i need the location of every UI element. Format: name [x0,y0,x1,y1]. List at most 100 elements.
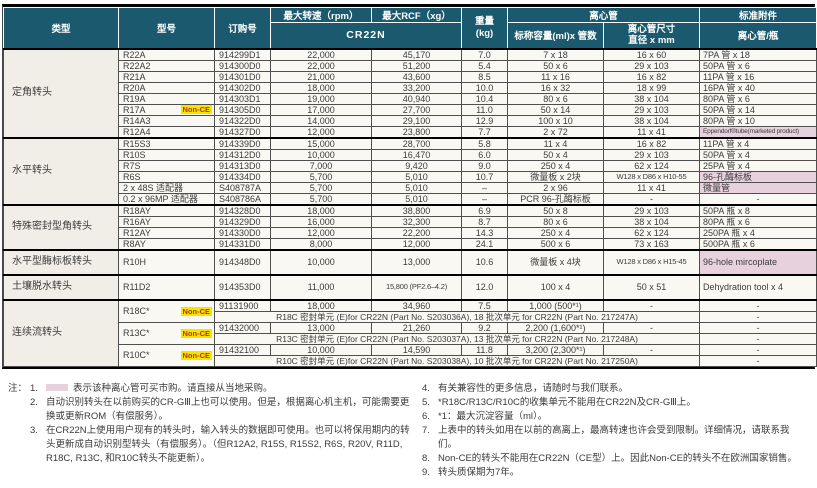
accessory-cell: 500PA 瓶 x 6 [699,237,817,250]
col-header-capacity: 标称容量(ml)x 管数 [507,22,604,49]
capacity-cell: 80 x 6 [507,215,604,228]
col-header-max-rcf: 最大RCF（xg） [371,7,462,23]
order-number-cell: 914339D0 [214,136,271,150]
table-row: R6S 914334D0 5,700 5,010 10.7 微量板 x 2块 W128 x … [4,170,817,183]
notes-label: 注： [8,382,28,394]
model-name: R10S [123,149,146,160]
table-row: 特殊密封型角转头 R18AY 914328D0 18,000 38,800 6.9 50 x… [3,203,817,250]
weight-cell: 12.9 [461,114,508,127]
max-speed-cell: 16,000 [270,215,372,228]
accessory-cell: 80PA 管 x 10 [699,114,817,127]
footnote-number: 1. [30,382,38,394]
accessory-cell: 7PA 管 x 18 [699,47,817,61]
footnote: 7. 上表中的转头如用在以前的高离上，最高转速也许会受到限制。详细情况，请联系我们… [422,424,807,452]
order-number-cell: 914299D1 [214,47,271,61]
model-name: R10C* [123,350,150,360]
model-row: R20A [123,83,212,92]
model-cell: R22A2 [118,59,215,72]
footnote: 9. 转头质保期为7年。 [422,466,807,480]
order-number-cell: 914303D1 [214,92,271,105]
model-cell: R16AY [118,215,215,228]
max-rcf-cell: 9,420 [371,159,462,172]
weight-cell: 12.0 [461,273,508,300]
max-rcf-cell: 5,010 [371,170,462,183]
model-cell: R10C* Non-CE [118,343,215,367]
capacity-cell: PCR 96-孔酶标板 [507,192,604,205]
model-cell: R12A4 [118,125,215,138]
order-number-cell: 914300D0 [214,59,271,72]
capacity-cell: 50 x 14 [507,103,604,116]
max-rcf-cell: 13,000 [371,248,462,275]
footnote-number: 3. [30,424,38,436]
model-row: R12AY [123,228,212,237]
max-speed-cell: 10,000 [270,343,372,356]
tube-size-cell: 73 x 163 [602,237,701,250]
max-rcf-cell: 5,010 [371,181,462,194]
capacity-cell: 2,200 (1,600*¹) [507,321,604,334]
accessory-cell: 96-孔酶标板 [699,170,817,183]
order-number-cell: 914353D0 [214,273,271,300]
table-row: R10C* Non-CE 91432100 10,000 14,590 11.8 3,200… [4,343,817,367]
model-cell: R10S [118,148,215,161]
model-name: R16AY [123,216,151,227]
footnote-text: 自动识别转头在以前购买的CR-GⅢ上也可以使用。但是，根据离心机主机，可能需要更… [46,396,410,422]
max-rcf-cell: 14,590 [371,343,462,356]
accessory-cell: - [699,343,817,356]
model-cell: 0.2 x 96MP 适配器 [118,192,215,205]
max-speed-cell: 18,000 [270,81,372,94]
capacity-cell: 3,200 (2,300*¹) [507,343,604,356]
accessory-cell: Eppendorf®tube(marketed product) [699,125,817,138]
model-name: R12A4 [123,126,151,137]
max-rcf-cell: 43,600 [371,70,462,83]
model-cell: R6S [118,170,215,183]
footnote: 6. *1：最大沉淀容量（ml）。 [422,410,807,424]
accessory-cell: - [699,321,817,334]
footnote: 1. 表示该种离心管可买市购。请直接从当地采购。 [30,382,416,396]
tube-size-cell: 38 x 104 [602,114,701,127]
accessory-cell: 25PA 管 x 4 [699,159,817,172]
model-cell: R18C* Non-CE [118,298,215,323]
model-cell: R21A [118,70,215,83]
accessory-cell: 50PA 管 x 4 [699,148,817,161]
weight-cell: 7.5 [461,298,508,312]
weight-cell: 9.0 [461,159,508,172]
max-speed-cell: 12,000 [270,226,372,239]
weight-cell: 7.0 [461,47,508,61]
tube-size-cell: 62 x 124 [602,159,701,172]
table-row: R13C* Non-CE 91432000 13,000 21,260 9.2 2,200 … [4,321,817,345]
weight-cell: 24.1 [461,237,508,250]
model-cell: R14A3 [118,114,215,127]
model-cell: R11D2 [118,273,215,300]
weight-cell: 8.5 [461,70,508,83]
model-row: R15S3 [123,139,212,148]
order-number-cell: 914331D0 [214,237,271,250]
model-row: R11D2 [123,282,212,292]
tube-size-cell: 29 x 103 [602,148,701,161]
seal-unit-cell: R18C 密封单元 (E)for CR22N (Part No. S203036… [213,310,701,323]
footnote-text: 转头质保期为7年。 [438,466,520,478]
capacity-cell: 100 x 4 [507,273,604,300]
table-row: 2 x 48S 适配器 S408787A 5,700 5,010–2 x 96 11 x… [4,181,817,194]
max-rcf-cell: 22,200 [371,226,462,239]
max-speed-cell: 18,000 [270,298,372,312]
table-row: R7S 914313D0 7,000 9,420 9.0 250 x 4 62 x 124 2… [4,159,817,172]
col-header-accessory: 离心管/瓶 [699,22,817,49]
model-name: 2 x 48S 适配器 [123,182,184,193]
non-ce-badge: Non-CE [180,306,212,316]
capacity-cell: 50 x 6 [507,59,604,72]
tube-size-cell: 29 x 103 [602,103,701,116]
col-header-max-speed: 最大转速（rpm） [270,7,372,23]
weight-cell: 5.8 [461,136,508,150]
footnote: 3. 在CR22N上使用用户现有的转头时，输入转头的数据即可使用。也可以将保用期内… [30,424,416,466]
model-row: R6S [123,172,212,181]
table-subrow: R10C 密封单元 (E)for CR22N (Part No. S203038… [4,354,817,367]
max-speed-cell: 5,700 [270,192,372,205]
max-speed-cell: 22,000 [270,59,372,72]
tube-size-cell: 11 x 41 [602,125,701,138]
weight-cell: 8.7 [461,215,508,228]
max-rcf-cell: 15,800 (PF2.6–4.2) [371,273,462,300]
weight-cell: 9.2 [461,321,508,334]
table-row: R20A 914302D0 18,000 33,200 10.0 16 x 32 18 x … [4,81,817,94]
table-body: 定角转头 R22A 914299D1 22,000 45,170 7.0 7 x 18 16 … [3,47,817,367]
order-number-cell: 914312D0 [214,148,271,161]
